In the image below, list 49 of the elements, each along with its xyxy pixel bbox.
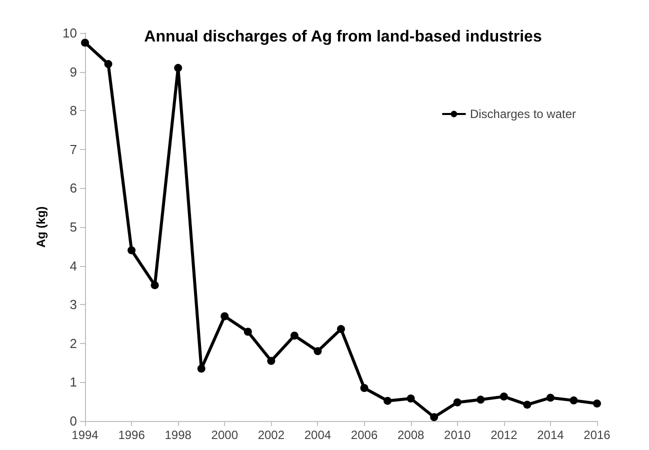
point bbox=[244, 328, 252, 336]
point bbox=[593, 400, 601, 408]
point bbox=[337, 325, 345, 334]
point bbox=[384, 396, 392, 405]
chart-title: Annual discharges of Ag from land-based industries bbox=[144, 28, 542, 46]
x-tick-label: 2010 bbox=[444, 428, 472, 442]
point bbox=[546, 394, 554, 402]
y-tick-label: 3 bbox=[70, 297, 77, 312]
point bbox=[500, 392, 508, 401]
x-tick-label: 2006 bbox=[350, 428, 378, 442]
point bbox=[430, 413, 438, 422]
point bbox=[220, 312, 229, 320]
point bbox=[290, 332, 298, 340]
y-tick-label: 5 bbox=[70, 220, 77, 234]
y-axis-title: Ag (kg) bbox=[34, 206, 48, 248]
y-tick-label: 4 bbox=[70, 258, 77, 274]
y-tick-label: 9 bbox=[70, 64, 77, 80]
point bbox=[406, 394, 415, 402]
y-tick-label: 0 bbox=[70, 414, 77, 428]
x-tick-label: 2016 bbox=[584, 428, 611, 442]
y-tick-label: 7 bbox=[70, 142, 77, 157]
x-tick-label: 1998 bbox=[164, 428, 192, 442]
y-tick-label: 2 bbox=[70, 336, 77, 351]
x-tick-label: 2008 bbox=[397, 428, 424, 442]
point bbox=[476, 396, 485, 404]
y-tick-label: 10 bbox=[62, 26, 77, 40]
point bbox=[314, 347, 322, 356]
x-tick-label: 1994 bbox=[72, 428, 99, 442]
point bbox=[150, 281, 159, 290]
x-tick-label: 2004 bbox=[304, 428, 332, 442]
point bbox=[104, 60, 112, 68]
x-tick-label: 1996 bbox=[118, 428, 146, 442]
y-tick-label: 1 bbox=[70, 374, 77, 390]
x-tick-label: 2014 bbox=[537, 428, 564, 442]
y-tick-label: 8 bbox=[70, 103, 77, 118]
x-tick-label: 2002 bbox=[258, 428, 285, 442]
point bbox=[570, 396, 578, 404]
point bbox=[128, 246, 136, 254]
x-tick-label: 2012 bbox=[490, 428, 518, 442]
point bbox=[453, 398, 462, 406]
point bbox=[174, 64, 182, 72]
y-tick-label: 6 bbox=[70, 180, 77, 196]
point bbox=[523, 400, 532, 409]
point bbox=[360, 384, 368, 392]
legend-label: Discharges to water bbox=[470, 107, 576, 121]
point bbox=[267, 356, 276, 365]
x-tick-label: 2000 bbox=[211, 428, 238, 442]
point bbox=[81, 38, 89, 47]
point bbox=[197, 364, 206, 373]
